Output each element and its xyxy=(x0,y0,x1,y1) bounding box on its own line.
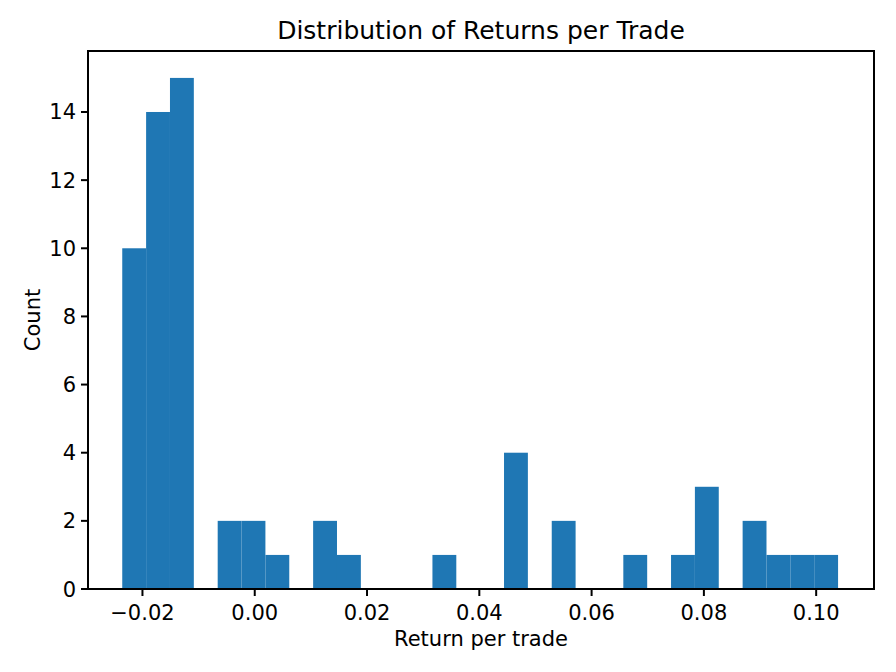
x-tick-label: 0.06 xyxy=(568,601,615,625)
y-tick-label: 4 xyxy=(63,441,76,465)
y-tick-label: 6 xyxy=(63,373,76,397)
histogram-bar xyxy=(766,555,790,589)
x-tick-label: 0.02 xyxy=(344,601,391,625)
y-tick-label: 12 xyxy=(49,169,76,193)
y-tick-label: 8 xyxy=(63,305,76,329)
histogram-bar xyxy=(814,555,838,589)
x-tick-label: −0.02 xyxy=(110,601,174,625)
histogram-bar xyxy=(790,555,814,589)
histogram-bar xyxy=(671,555,695,589)
histogram-bar xyxy=(337,555,361,589)
plot-area: −0.02 0.00 0.02 0.04 0.06 0.08 0.10 0 2 4 6 8 10 12 14… xyxy=(0,0,896,672)
x-axis: −0.02 0.00 0.02 0.04 0.06 0.08 0.10 xyxy=(110,589,839,625)
histogram-bar xyxy=(743,521,767,589)
x-axis-label: Return per trade xyxy=(394,627,568,651)
histogram-bar xyxy=(265,555,289,589)
x-tick-label: 0.08 xyxy=(681,601,728,625)
histogram-bars xyxy=(122,78,838,589)
histogram-bar xyxy=(122,248,146,589)
x-tick-label: 0.00 xyxy=(231,601,278,625)
y-tick-label: 14 xyxy=(49,100,76,124)
y-axis: 0 2 4 6 8 10 12 14 xyxy=(49,100,88,601)
x-tick-label: 0.10 xyxy=(793,601,840,625)
histogram-bar xyxy=(695,487,719,589)
histogram-bar xyxy=(432,555,456,589)
histogram-bar xyxy=(218,521,242,589)
y-tick-label: 10 xyxy=(49,237,76,261)
chart-title: Distribution of Returns per Trade xyxy=(277,16,685,45)
histogram-bar xyxy=(313,521,337,589)
histogram-bar xyxy=(504,453,528,589)
histogram-bar xyxy=(242,521,266,589)
histogram-bar xyxy=(146,112,170,589)
histogram-bar xyxy=(552,521,576,589)
axes-spine xyxy=(88,51,874,589)
y-axis-label: Count xyxy=(21,289,45,351)
y-tick-label: 2 xyxy=(63,509,76,533)
histogram-figure: −0.02 0.00 0.02 0.04 0.06 0.08 0.10 0 2 4 6 8 10 12 14… xyxy=(0,0,896,672)
y-tick-label: 0 xyxy=(63,578,76,602)
histogram-bar xyxy=(170,78,194,589)
histogram-bar xyxy=(623,555,647,589)
x-tick-label: 0.04 xyxy=(456,601,503,625)
